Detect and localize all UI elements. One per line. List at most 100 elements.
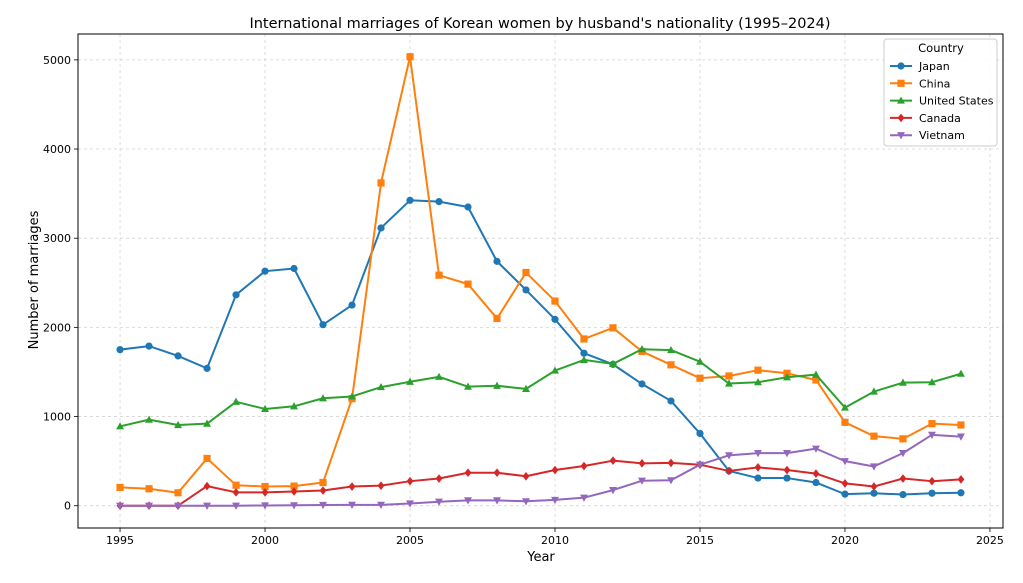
data-point [870, 387, 878, 395]
x-tick-label: 2010 [541, 534, 569, 547]
data-point [377, 481, 385, 490]
data-point [725, 452, 733, 460]
data-point [609, 359, 617, 367]
data-point [232, 291, 240, 299]
data-point [580, 461, 588, 471]
data-point [551, 496, 559, 505]
data-point [580, 355, 588, 363]
data-point [667, 477, 675, 485]
data-point [956, 433, 965, 441]
data-point [667, 397, 675, 405]
data-point [203, 419, 211, 427]
x-tick-label: 2025 [976, 534, 1004, 547]
y-axis-label: Number of marriages [27, 210, 42, 349]
series-line [120, 433, 962, 507]
data-point [174, 352, 182, 360]
legend-marker [897, 96, 905, 104]
data-point [638, 345, 646, 353]
series-line [119, 199, 961, 496]
x-tick-label: 2020 [831, 534, 859, 547]
data-point [377, 179, 385, 187]
data-point [957, 475, 965, 484]
data-point [261, 502, 269, 510]
data-point [754, 463, 762, 472]
data-point [754, 378, 762, 386]
data-point [609, 324, 617, 332]
y-tick-label: 3000 [43, 232, 71, 245]
data-point [261, 267, 269, 275]
legend-label: Japan [918, 60, 950, 73]
legend-item: Japan [890, 60, 950, 73]
data-point [754, 474, 762, 482]
data-point [957, 489, 965, 497]
data-point [493, 257, 501, 265]
data-point [928, 489, 936, 497]
data-point [116, 483, 124, 492]
data-point [290, 264, 298, 273]
data-point [638, 459, 646, 468]
legend-item: China [890, 77, 950, 90]
data-point [174, 502, 182, 510]
series-vietnam [116, 431, 965, 510]
data-point [464, 382, 472, 390]
data-point [551, 297, 559, 305]
data-point [435, 198, 443, 206]
data-point [203, 502, 211, 510]
series-line [119, 348, 962, 428]
data-point [870, 482, 878, 491]
data-point [116, 346, 124, 354]
data-point [927, 378, 936, 386]
y-tick-label: 4000 [43, 143, 71, 156]
data-point [261, 482, 269, 491]
data-point [348, 482, 356, 491]
data-point [522, 498, 530, 506]
legend-label: Canada [919, 112, 961, 125]
data-point [957, 421, 965, 429]
legend-item: Canada [890, 112, 961, 125]
series-china [116, 53, 965, 497]
data-point [551, 315, 559, 323]
series-united-states [116, 345, 965, 430]
data-point [899, 474, 907, 483]
series-canada [116, 456, 965, 511]
data-point [841, 418, 849, 426]
legend-box [883, 38, 998, 147]
data-point [696, 357, 704, 365]
data-point [464, 280, 472, 288]
data-point [377, 224, 385, 232]
data-point [232, 502, 240, 510]
data-point [812, 445, 820, 453]
data-point [609, 456, 617, 465]
data-point [609, 487, 617, 495]
series-layer [116, 53, 965, 511]
data-point [319, 478, 327, 487]
data-point [435, 474, 443, 483]
y-tick-label: 5000 [43, 54, 71, 67]
legend-label: China [919, 77, 950, 90]
data-point [145, 415, 154, 423]
data-point [406, 500, 414, 508]
data-point [899, 450, 907, 458]
data-point [899, 378, 907, 386]
x-axis-label: Year [526, 550, 555, 565]
data-point [435, 372, 443, 380]
data-point [783, 450, 791, 458]
x-tick-label: 2000 [251, 534, 279, 547]
data-point [667, 345, 675, 354]
data-point [435, 498, 443, 506]
data-point [812, 478, 820, 487]
legend-item: United States [890, 95, 994, 108]
legend-marker [897, 132, 905, 140]
data-point [812, 469, 820, 478]
data-point [493, 314, 501, 323]
data-point [870, 432, 878, 440]
data-point [522, 471, 530, 481]
data-point [319, 486, 327, 495]
y-tick-label: 2000 [43, 321, 71, 334]
data-point [290, 502, 298, 510]
data-point [261, 404, 269, 413]
legend-item: Vietnam [890, 129, 965, 142]
data-point [841, 479, 849, 488]
data-point [203, 481, 211, 491]
